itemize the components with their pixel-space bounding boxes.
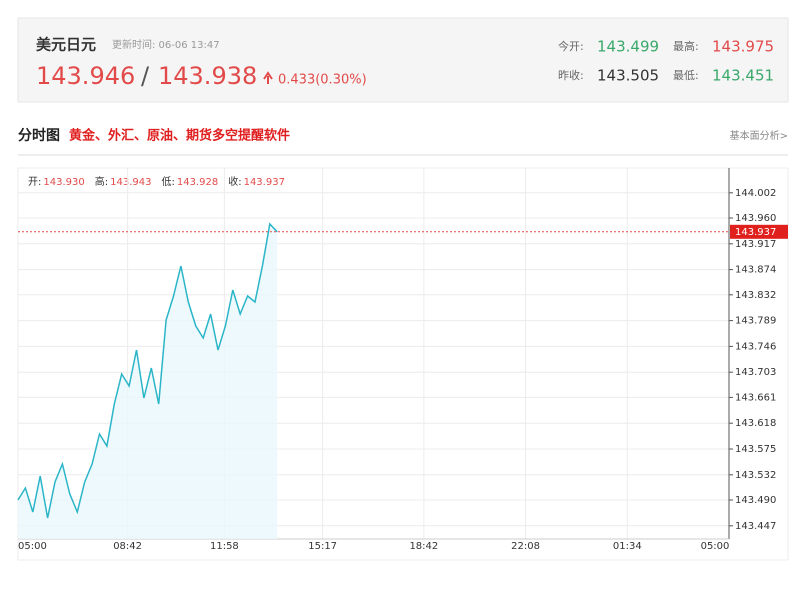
y-tick-label: 144.002 — [735, 188, 776, 199]
price-area — [18, 224, 278, 539]
x-tick-label: 15:17 — [308, 541, 337, 552]
y-tick-label: 143.746 — [735, 341, 776, 352]
x-tick-label: 18:42 — [409, 541, 438, 552]
y-tick-label: 143.618 — [735, 418, 776, 429]
stats: 今开: 143.499 最高: 143.975 昨收: 143.505 最低: 143.451 — [558, 38, 774, 85]
info-label: 低: — [161, 175, 174, 188]
stat-label: 最高: — [673, 39, 699, 53]
y-tick-label: 143.447 — [735, 521, 776, 532]
header-box — [17, 17, 789, 103]
analysis-link[interactable]: 基本面分析> — [730, 129, 788, 142]
info-label: 开: — [28, 177, 41, 188]
y-tick-label: 143.490 — [735, 495, 776, 506]
stat-value: 143.505 — [597, 67, 659, 85]
stat-value: 143.451 — [712, 67, 774, 85]
info-label: 收: — [228, 175, 241, 188]
x-tick-label: 22:08 — [511, 541, 540, 552]
chart: 开: 143.930 高: 143.943 低: 143.928 收: 143.937144.… — [17, 168, 788, 552]
change: 0.433(0.30%) — [278, 73, 367, 88]
current-price-box — [730, 224, 788, 239]
promo-link[interactable]: 黄金、外汇、原油、期货多空提醒软件 — [69, 128, 290, 144]
stat-value: 143.975 — [712, 38, 774, 56]
y-tick-label: 143.661 — [735, 392, 776, 403]
info-label: 高: — [95, 175, 108, 188]
x-tick-label: 08:42 — [113, 541, 142, 552]
bid-price: 143.946 — [36, 62, 135, 90]
update-time: 更新时间: 06-06 13:47 — [112, 38, 220, 51]
info-value: 143.928 — [177, 177, 218, 188]
symbol-title: 美元日元 — [36, 36, 96, 54]
section-title: 分时图 — [18, 127, 60, 144]
stat-label: 今开: — [558, 39, 584, 53]
up-arrow — [263, 71, 273, 84]
info-value: 143.943 — [110, 177, 151, 188]
y-tick-label: 143.789 — [735, 316, 776, 327]
x-tick-label: 11:58 — [210, 541, 239, 552]
y-tick-label: 143.575 — [735, 444, 776, 455]
x-tick-label: 05:00 — [18, 541, 47, 552]
info-value: 143.930 — [43, 177, 84, 188]
y-tick-label: 143.532 — [735, 470, 776, 481]
y-tick-label: 143.960 — [735, 213, 776, 224]
price-line — [17, 222, 278, 519]
ask-price: 143.938 — [158, 62, 257, 90]
x-tick-label: 01:34 — [613, 541, 642, 552]
y-tick-label: 143.874 — [735, 265, 776, 276]
stat-value: 143.499 — [597, 38, 659, 56]
y-tick-label: 143.832 — [735, 290, 776, 301]
separator: / — [141, 62, 150, 90]
y-tick-label: 143.917 — [735, 239, 776, 250]
stat-label: 最低: — [673, 69, 699, 82]
current-price-label: 143.937 — [735, 227, 776, 238]
y-tick-label: 143.703 — [735, 367, 776, 378]
stat-label: 昨收: — [558, 68, 584, 82]
x-tick-label: 05:00 — [701, 541, 730, 552]
info-value: 143.937 — [244, 177, 285, 188]
